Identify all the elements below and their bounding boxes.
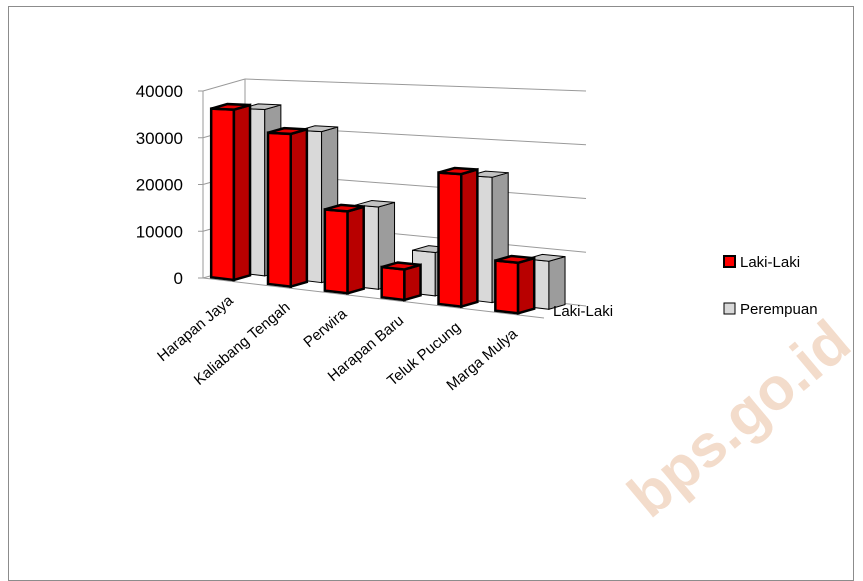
y-tick-label: 10000	[136, 222, 183, 241]
bar-top-face	[438, 166, 478, 176]
bar	[437, 166, 479, 309]
legend: Laki-Laki Perempuan	[723, 254, 818, 318]
y-tick-label: 40000	[136, 82, 183, 101]
bar-front-face	[494, 259, 520, 315]
legend-swatch	[723, 302, 736, 315]
depth-axis-label: Laki-Laki	[553, 303, 613, 320]
bar-front-face	[266, 131, 292, 289]
watermark-text: bps.go.id	[615, 307, 862, 530]
bar	[380, 261, 422, 302]
gridline	[244, 78, 587, 92]
bar-side-face	[459, 167, 479, 309]
side-gridline	[202, 78, 246, 92]
legend-label: Perempuan	[740, 301, 818, 318]
bar-side-face	[516, 256, 536, 315]
bar-side-face	[548, 255, 566, 310]
bar-side-face	[232, 103, 252, 282]
bar-front-face	[323, 208, 349, 295]
category-label: Perwira	[300, 305, 350, 351]
legend-swatch	[723, 255, 736, 268]
bar-side-face	[289, 127, 309, 289]
bar	[494, 254, 536, 315]
bar-front-face	[209, 107, 236, 282]
bar-side-face	[346, 205, 365, 295]
bar-top-face	[241, 103, 282, 111]
bars	[209, 102, 566, 315]
bar-top-face	[495, 254, 535, 265]
bar	[209, 102, 252, 282]
bar-top-face	[469, 170, 509, 178]
bar	[266, 126, 309, 289]
bar-chart-3d: bps.go.id 0 10000 20000 30000 40000 Harapan …	[136, 78, 863, 530]
legend-label: Laki-Laki	[740, 254, 800, 271]
y-axis-ticks: 0 10000 20000 30000 40000	[136, 82, 183, 288]
y-tick-label: 20000	[136, 176, 183, 195]
bar-top-face	[267, 126, 308, 136]
bar-top-face	[298, 125, 338, 133]
bar-top-face	[210, 102, 251, 111]
bar-side-face	[403, 263, 422, 302]
bar-top-face	[381, 261, 421, 271]
bar-top-face	[526, 253, 566, 262]
bar-front-face	[380, 265, 406, 302]
bar	[323, 203, 365, 295]
bar-top-face	[355, 199, 395, 208]
bar-top-face	[324, 203, 365, 213]
legend-item: Perempuan	[723, 301, 818, 318]
bar-front-face	[437, 171, 463, 309]
legend-item: Laki-Laki	[723, 254, 800, 271]
y-tick-label: 30000	[136, 129, 183, 148]
x-axis-line	[202, 277, 545, 319]
y-tick-label: 0	[174, 269, 183, 288]
